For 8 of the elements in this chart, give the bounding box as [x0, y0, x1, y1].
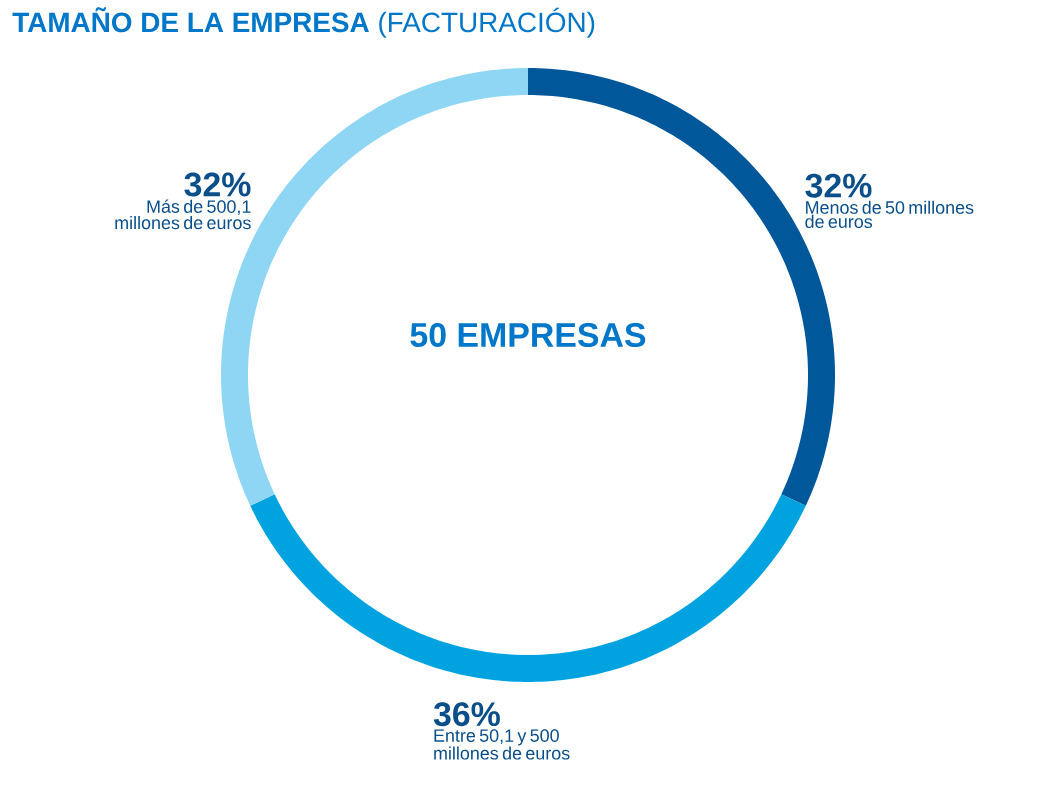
slice-label: Más de 500,1 millones de euros — [115, 199, 251, 230]
data-label: 36% — [433, 702, 500, 727]
text: 50 EMPRESAS — [410, 322, 646, 347]
slice-label: Menos de 50 millones de euros — [805, 200, 974, 229]
chart-title: TAMAÑO DE LA EMPRESA (FACTURACIÓN) — [12, 7, 595, 38]
data-label: 32% — [805, 173, 872, 198]
data-label: 32% — [184, 172, 251, 197]
slice-label: Entre 50,1 y 500 millones de euros — [434, 729, 570, 760]
